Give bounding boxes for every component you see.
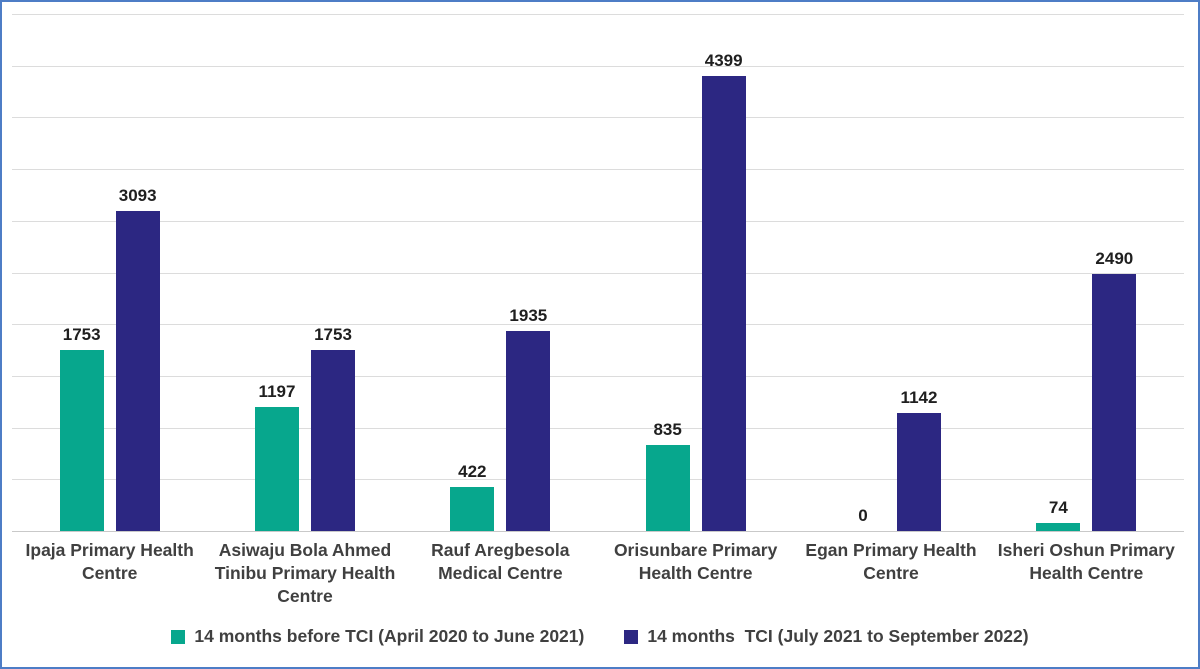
gridline [12, 220, 1184, 222]
category-label-3: Orisunbare Primary Health Centre [613, 540, 778, 584]
gridline [12, 479, 1184, 481]
category-label-1: Asiwaju Bola Ahmed Tinibu Primary Health… [214, 540, 396, 607]
legend-item-1: 14 months TCI (July 2021 to September 20… [624, 626, 1029, 647]
data-label: 1753 [314, 324, 352, 344]
data-label: 3093 [118, 186, 157, 206]
legend-label-0: 14 months before TCI (April 2020 to June… [194, 626, 585, 646]
bar-series0-cat2 [450, 487, 495, 531]
bar-series0-cat5 [1036, 523, 1081, 531]
data-label: 1197 [258, 382, 296, 402]
gridline [12, 272, 1184, 274]
data-label: 835 [653, 419, 682, 439]
bar-series0-cat1 [255, 407, 299, 531]
gridline [12, 169, 1184, 171]
plot-area: 1753 3093 1197 1753 422 1935 835 4399 0 1142 74 249… [12, 14, 1184, 532]
gridline [12, 14, 1184, 15]
gridline [12, 427, 1184, 429]
bar-series1-cat0 [115, 211, 160, 531]
data-label: 0 [858, 506, 868, 525]
gridline [12, 65, 1184, 67]
gridline [12, 375, 1184, 377]
bar-series1-cat4 [897, 412, 941, 531]
bar-series1-cat1 [311, 349, 355, 531]
category-axis: Ipaja Primary Health Centre Asiwaju Bola … [12, 539, 1184, 608]
legend-swatch-icon [624, 629, 639, 644]
data-label: 422 [458, 462, 487, 482]
data-label: 1142 [900, 387, 938, 407]
bar-series1-cat3 [701, 76, 746, 531]
x-axis-line [12, 531, 1184, 532]
category-label-5: Isheri Oshun Primary Health Centre [997, 540, 1175, 584]
bar-series0-cat0 [59, 349, 104, 531]
legend-item-0: 14 months before TCI (April 2020 to June… [171, 626, 584, 647]
gridline [12, 324, 1184, 326]
bar-series1-cat5 [1092, 273, 1137, 531]
bar-series0-cat3 [645, 444, 690, 531]
category-label-2: Rauf Aregbesola Medical Centre [431, 540, 570, 584]
gridline [12, 117, 1184, 119]
chart-legend: 14 months before TCI (April 2020 to June… [2, 626, 1198, 647]
data-label: 74 [1048, 498, 1068, 518]
data-label: 1935 [509, 305, 548, 325]
data-label: 2490 [1095, 248, 1134, 268]
legend-swatch-icon [171, 629, 186, 644]
legend-label-1: 14 months TCI (July 2021 to September 20… [647, 626, 1029, 646]
bar-series1-cat2 [506, 330, 551, 531]
category-label-4: Egan Primary Health Centre [805, 540, 977, 584]
data-label: 4399 [704, 51, 743, 71]
category-label-0: Ipaja Primary Health Centre [25, 540, 194, 584]
data-label: 1753 [62, 324, 101, 344]
